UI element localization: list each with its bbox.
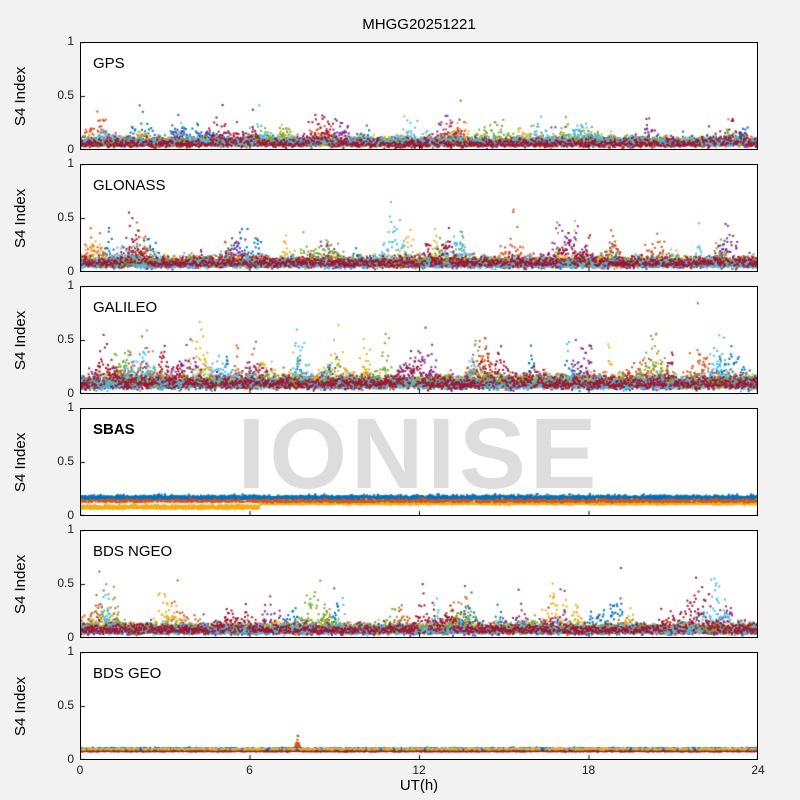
y-tick-label: 0.5 (57, 210, 74, 224)
x-tick-label: 12 (412, 763, 426, 777)
y-tick-label: 1 (67, 278, 74, 292)
y-tick-label: 0 (67, 386, 74, 400)
panel-bds-ngeo: BDS NGEO (80, 530, 758, 638)
panel-bds-geo: BDS GEO (80, 652, 758, 760)
y-tick-label: 0.5 (57, 576, 74, 590)
panel-sbas: SBAS (80, 408, 758, 516)
y-axis-label: S4 Index (12, 432, 29, 492)
figure-title: MHGG20251221 (362, 16, 476, 33)
y-tick-label: 0 (67, 630, 74, 644)
panel-label: GLONASS (93, 177, 166, 194)
scatter-canvas (80, 652, 758, 760)
panel-label: BDS GEO (93, 665, 162, 682)
y-tick-label: 1 (67, 400, 74, 414)
y-tick-label: 0.5 (57, 332, 74, 346)
x-tick-label: 24 (751, 763, 765, 777)
y-tick-label: 0.5 (57, 454, 74, 468)
y-tick-label: 1 (67, 522, 74, 536)
panel-label: GPS (93, 55, 125, 72)
scatter-canvas (80, 42, 758, 150)
y-tick-label: 0 (67, 142, 74, 156)
y-axis-label: S4 Index (12, 554, 29, 614)
y-axis-label: S4 Index (12, 66, 29, 126)
panel-gps: GPS (80, 42, 758, 150)
scatter-canvas (80, 530, 758, 638)
panel-glonass: GLONASS (80, 164, 758, 272)
panel-label: BDS NGEO (93, 543, 173, 560)
y-tick-label: 0.5 (57, 698, 74, 712)
y-tick-label: 0 (67, 508, 74, 522)
y-tick-label: 0 (67, 752, 74, 766)
x-tick-label: 18 (581, 763, 596, 777)
y-tick-label: 0.5 (57, 88, 74, 102)
y-axis-label: S4 Index (12, 188, 29, 248)
x-axis-label: UT(h) (399, 777, 439, 794)
scatter-canvas (80, 164, 758, 272)
panel-label: GALILEO (93, 299, 158, 316)
y-axis-label: S4 Index (12, 310, 29, 370)
y-tick-label: 1 (67, 644, 74, 658)
panel-galileo: GALILEO (80, 286, 758, 394)
panel-label: SBAS (93, 421, 135, 438)
scatter-canvas (80, 408, 758, 516)
y-axis-label: S4 Index (12, 676, 29, 736)
x-tick-label: 6 (246, 763, 253, 777)
scatter-canvas (80, 286, 758, 394)
y-tick-label: 0 (67, 264, 74, 278)
y-tick-label: 1 (67, 156, 74, 170)
x-tick-label: 0 (76, 763, 84, 777)
y-tick-label: 1 (67, 34, 74, 48)
